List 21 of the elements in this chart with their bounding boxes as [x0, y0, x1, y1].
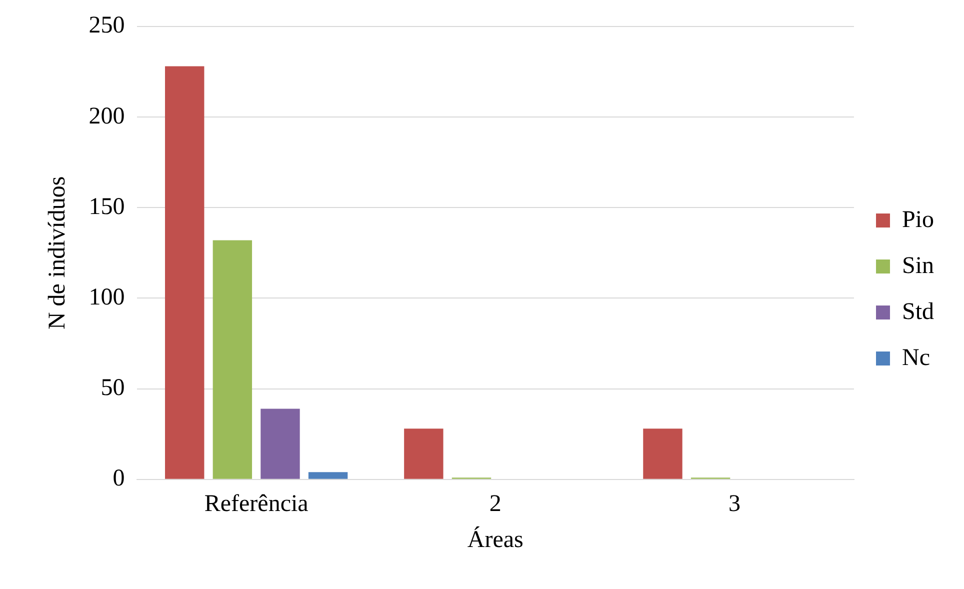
- y-axis-title: N de indivíduos: [44, 176, 71, 330]
- bar: [643, 428, 682, 479]
- legend-label: Pio: [902, 206, 934, 233]
- bar: [308, 472, 348, 479]
- y-tick-label: 150: [88, 194, 125, 220]
- x-axis-title: Áreas: [467, 526, 524, 553]
- legend-label: Std: [902, 298, 934, 325]
- bar: [404, 428, 444, 479]
- y-tick-label: 250: [88, 12, 125, 39]
- x-tick-label: Referência: [204, 491, 309, 518]
- bar: [165, 66, 204, 479]
- bar: [212, 240, 252, 479]
- y-tick-label: 0: [112, 466, 125, 492]
- x-tick-label: 3: [728, 491, 740, 518]
- legend-label: Nc: [902, 344, 930, 371]
- x-tick-label: 2: [489, 491, 502, 518]
- y-tick-label: 200: [88, 103, 125, 130]
- legend-label: Sin: [902, 252, 934, 279]
- bar: [260, 408, 300, 479]
- y-tick-label: 50: [100, 375, 125, 402]
- y-tick-label: 100: [88, 284, 125, 310]
